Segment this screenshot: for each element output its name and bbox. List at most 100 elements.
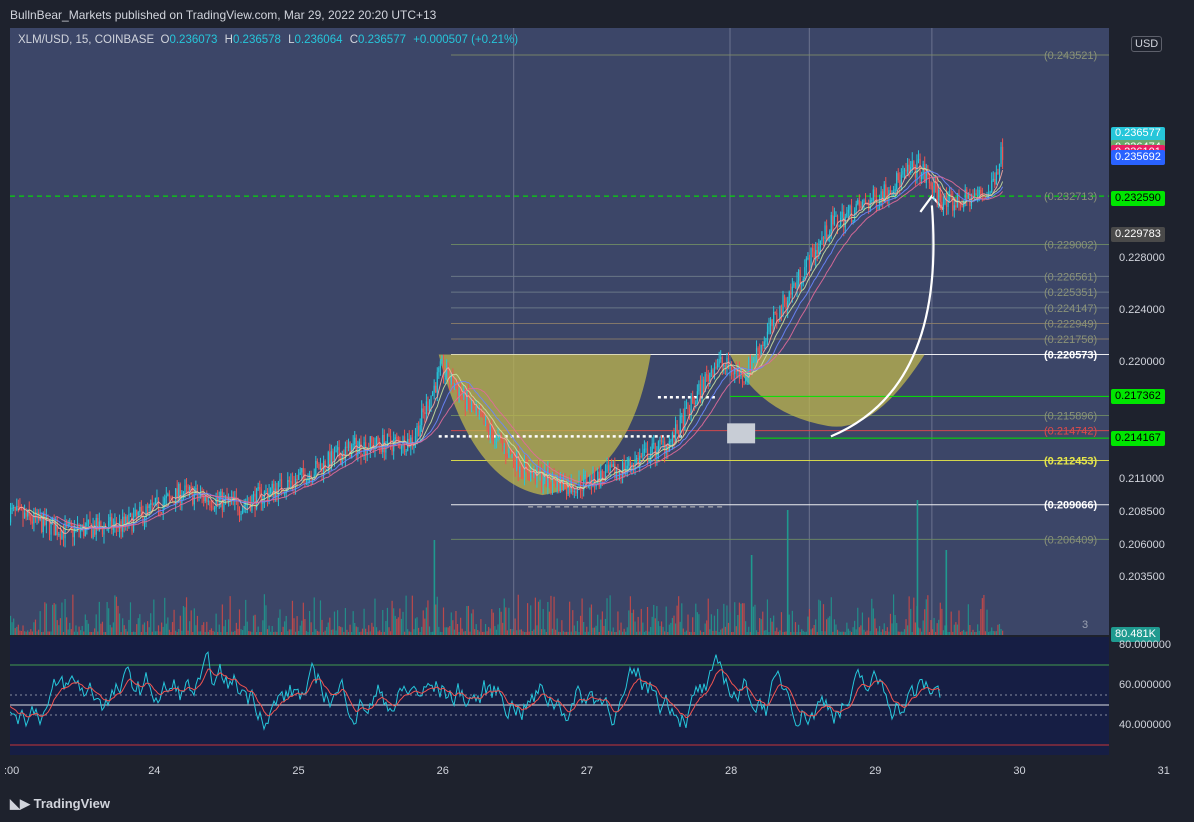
- volume-bar: [475, 624, 477, 635]
- candle-body: [243, 504, 245, 509]
- volume-bar: [341, 627, 343, 635]
- volume-bar: [902, 631, 904, 635]
- fib-level-label: (0.224147): [1044, 303, 1097, 315]
- volume-spike: [945, 550, 948, 635]
- candle-body: [611, 464, 613, 467]
- volume-bar: [995, 631, 997, 635]
- volume-bar: [875, 628, 878, 635]
- candle-body: [178, 484, 180, 498]
- candle-body: [25, 512, 27, 517]
- candle-body: [369, 436, 371, 450]
- candle-body: [72, 526, 74, 538]
- volume-bar: [407, 629, 409, 635]
- volume-bar: [977, 624, 979, 635]
- volume-bar: [31, 631, 33, 635]
- time-axis[interactable]: :00 24 25 26 27 28 29 30 31: [0, 755, 1170, 785]
- volume-group: [10, 500, 1004, 635]
- fib-level-label: (0.226561): [1044, 271, 1097, 283]
- candle-body: [86, 522, 88, 527]
- volume-bar: [878, 626, 881, 635]
- volume-bar: [548, 611, 551, 635]
- volume-bar: [506, 630, 508, 635]
- volume-bar: [481, 631, 484, 635]
- volume-bar: [377, 631, 379, 635]
- candle-body: [313, 474, 315, 479]
- volume-bar: [175, 630, 177, 635]
- volume-bar: [237, 628, 239, 635]
- volume-bar: [263, 594, 266, 635]
- candle-body: [788, 291, 790, 301]
- volume-bar: [766, 599, 769, 635]
- candle-body: [305, 482, 308, 485]
- volume-bar: [896, 623, 898, 635]
- candle-body: [980, 189, 982, 194]
- volume-bar: [83, 631, 85, 635]
- volume-bar: [701, 631, 703, 635]
- volume-bar: [455, 610, 457, 635]
- candle-body: [824, 225, 826, 239]
- volume-bar: [567, 631, 569, 635]
- candle-body: [139, 506, 141, 513]
- volume-bar: [48, 631, 51, 635]
- price-chart[interactable]: (0.243521) (0.232713) (0.229002) (0.226561)…: [10, 28, 1109, 635]
- volume-bar: [375, 627, 378, 635]
- candle-body: [670, 440, 672, 442]
- volume-bar: [416, 617, 418, 635]
- volume-bar: [782, 631, 784, 635]
- volume-bar: [215, 613, 217, 635]
- moving-average-line: [40, 170, 1004, 531]
- candle-body: [277, 481, 280, 498]
- price-pane[interactable]: (0.243521) (0.232713) (0.229002) (0.226561)…: [10, 28, 1109, 635]
- currency-badge[interactable]: USD: [1131, 36, 1163, 52]
- volume-bar: [866, 630, 868, 635]
- candle-body: [298, 474, 300, 480]
- price-axis[interactable]: 0.228000 0.224000 0.220000 0.211000 0.208500…: [1109, 28, 1194, 755]
- candle-body: [967, 193, 969, 199]
- volume-bar: [268, 625, 270, 635]
- candle-body: [341, 454, 343, 466]
- volume-bar: [316, 630, 318, 635]
- volume-bar: [257, 626, 259, 635]
- candle-body: [522, 471, 524, 478]
- candle-body: [491, 426, 493, 435]
- volume-bar: [671, 617, 674, 635]
- volume-bar: [573, 625, 575, 635]
- volume-bar: [100, 623, 102, 635]
- candle-body: [878, 200, 881, 206]
- candle-body: [335, 450, 337, 453]
- volume-bar: [56, 620, 58, 635]
- volume-bar: [344, 608, 346, 635]
- volume-bar: [117, 605, 119, 635]
- volume-bar: [1001, 630, 1004, 635]
- candle-body: [136, 509, 138, 516]
- candle-body: [122, 516, 124, 532]
- volume-bar: [551, 628, 554, 635]
- candle-body: [953, 205, 955, 211]
- volume-bar: [179, 615, 181, 635]
- candle-body: [308, 474, 311, 477]
- volume-bar: [349, 624, 351, 635]
- volume-bar: [804, 631, 806, 635]
- volume-bar: [626, 627, 628, 635]
- volume-bar: [114, 595, 116, 635]
- volume-bar: [555, 629, 557, 635]
- candle-body: [889, 190, 892, 195]
- volume-bar: [368, 625, 370, 635]
- volume-bar: [204, 631, 206, 635]
- oscillator-pane[interactable]: [10, 637, 1109, 755]
- candle-body: [332, 451, 334, 461]
- candle-body: [424, 412, 426, 415]
- footer: ◣▶ TradingView: [0, 785, 1194, 822]
- candle-body: [704, 374, 706, 392]
- candle-body: [428, 405, 431, 411]
- volume-bar: [676, 605, 678, 635]
- volume-bar: [478, 631, 480, 635]
- volume-bar: [42, 631, 44, 635]
- volume-bar: [427, 600, 429, 635]
- candle-body: [785, 302, 787, 310]
- oscillator-chart[interactable]: [10, 637, 1109, 755]
- candle-body: [801, 283, 803, 285]
- volume-bar: [332, 629, 334, 635]
- candle-body: [777, 320, 779, 322]
- candle-body: [880, 191, 882, 201]
